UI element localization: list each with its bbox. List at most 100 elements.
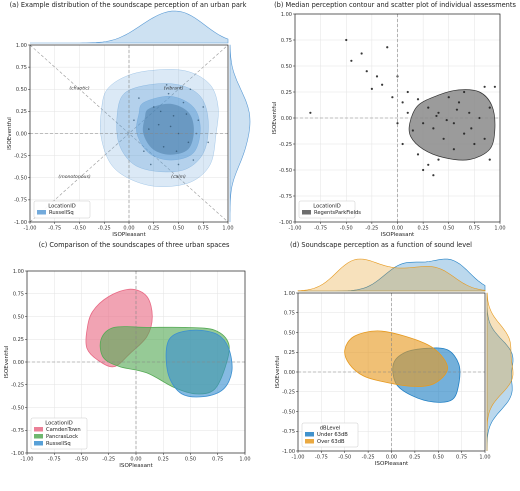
legend-box [33,200,91,219]
legend-swatch [302,210,311,215]
marginal-kde-x [297,258,486,292]
data-point [493,85,496,88]
y-tick-label: 0.75 [16,65,27,71]
y-tick-label: -0.50 [14,176,27,182]
marginal-kde-x [30,10,229,44]
x-tick-label: 0.00 [386,455,397,461]
x-tick-label: -0.75 [48,457,61,463]
legend-box [298,200,356,219]
data-point [309,111,312,114]
y-tick-label: -0.75 [279,194,292,200]
series-RussellSq [165,329,233,398]
data-point [435,114,438,118]
y-tick-label: 0.75 [13,292,24,298]
panel-title: (a) Example distribution of the soundsca… [10,1,247,9]
data-point [148,128,150,130]
x-tick-label: 1.00 [494,226,505,232]
y-tick-label: 0.25 [13,337,24,343]
quadrant-label: (monotonous) [58,174,90,180]
y-tick-label: -0.25 [11,383,24,389]
quadrant-label: (calm) [171,174,186,180]
data-point [133,119,135,122]
data-point [427,106,430,109]
contour-RussellSq [165,329,233,398]
y-tick-label: 0.75 [284,311,295,317]
data-point [182,101,185,104]
data-point [202,106,205,108]
legend-entry: RussellSq [46,441,71,447]
y-tick-label: -0.25 [14,153,27,159]
data-point [175,150,178,152]
data-point [445,118,448,122]
panel-d: (d) Soundscape perception as a function … [275,241,514,467]
legend-entry: PancrasLock [46,434,78,440]
marginal-kde-y [486,293,514,451]
quadrant-label: (vibrant) [164,85,184,91]
data-point [192,159,195,161]
data-point [345,38,348,42]
data-point [187,141,190,144]
legend-entry: CamdenTown [46,427,81,433]
data-point [478,116,481,120]
plot-area: (chaotic) (vibrant) (monotonous) (calm) [29,44,229,223]
data-point [452,122,455,125]
data-point [165,84,168,86]
x-tick-label: 0.50 [433,455,444,461]
data-point [488,158,491,161]
legend-title: LocationID [45,421,72,427]
panel-a: (a) Example distribution of the soundsca… [7,1,251,238]
data-point [483,85,486,88]
plot-area [294,13,501,223]
data-point [406,90,409,94]
series-Over 63dB [344,330,449,387]
y-tick-label: 0.75 [281,38,292,44]
data-point [396,122,399,125]
x-axis-label: ISOPleasant [381,232,415,238]
legend-box [30,417,88,450]
data-point [468,111,471,114]
data-point [172,115,175,117]
x-tick-label: -0.50 [340,226,353,232]
x-tick-label: -0.25 [98,226,111,232]
legend-box [301,422,359,448]
y-tick-label: 0.00 [16,131,27,137]
data-point [401,142,404,146]
median-contour [408,89,496,161]
quadrant-label: (chaotic) [69,85,89,91]
x-tick-label: 0.50 [185,457,196,463]
data-point [411,129,414,132]
y-tick-label: -1.00 [14,220,27,226]
panel-title: (c) Comparison of the soundscapes of thr… [39,241,230,249]
data-point [143,150,145,152]
data-point [350,59,353,62]
marginal-kde-y [486,292,514,451]
x-tick-label: 0.25 [158,457,169,463]
x-tick-label: 1.00 [479,455,490,461]
x-axis-label: ISOPleasant [112,232,146,238]
data-point [437,111,440,114]
x-tick-label: -0.25 [102,457,115,463]
density-contour [136,95,201,161]
y-axis-label: ISOEventful [275,355,281,388]
x-tick-label: 0.75 [198,226,209,232]
x-tick-label: -0.75 [314,226,327,232]
data-point [149,163,152,166]
y-tick-label: -0.75 [11,428,24,434]
data-point [455,108,459,111]
x-tick-label: 0.25 [409,455,420,461]
data-point [167,92,170,95]
data-point [207,141,209,144]
x-tick-label: 0.50 [443,226,454,232]
legend-swatch [34,441,43,446]
data-point [447,96,450,99]
legend-swatch [34,427,43,432]
data-point [177,132,180,135]
x-tick-label: -1.00 [292,455,305,461]
marginal-kde-y [229,44,251,222]
data-point [457,101,461,104]
x-tick-label: 0.00 [392,226,403,232]
legend-entry: Over 63dB [317,439,345,445]
legend-title: LocationID [48,204,75,210]
